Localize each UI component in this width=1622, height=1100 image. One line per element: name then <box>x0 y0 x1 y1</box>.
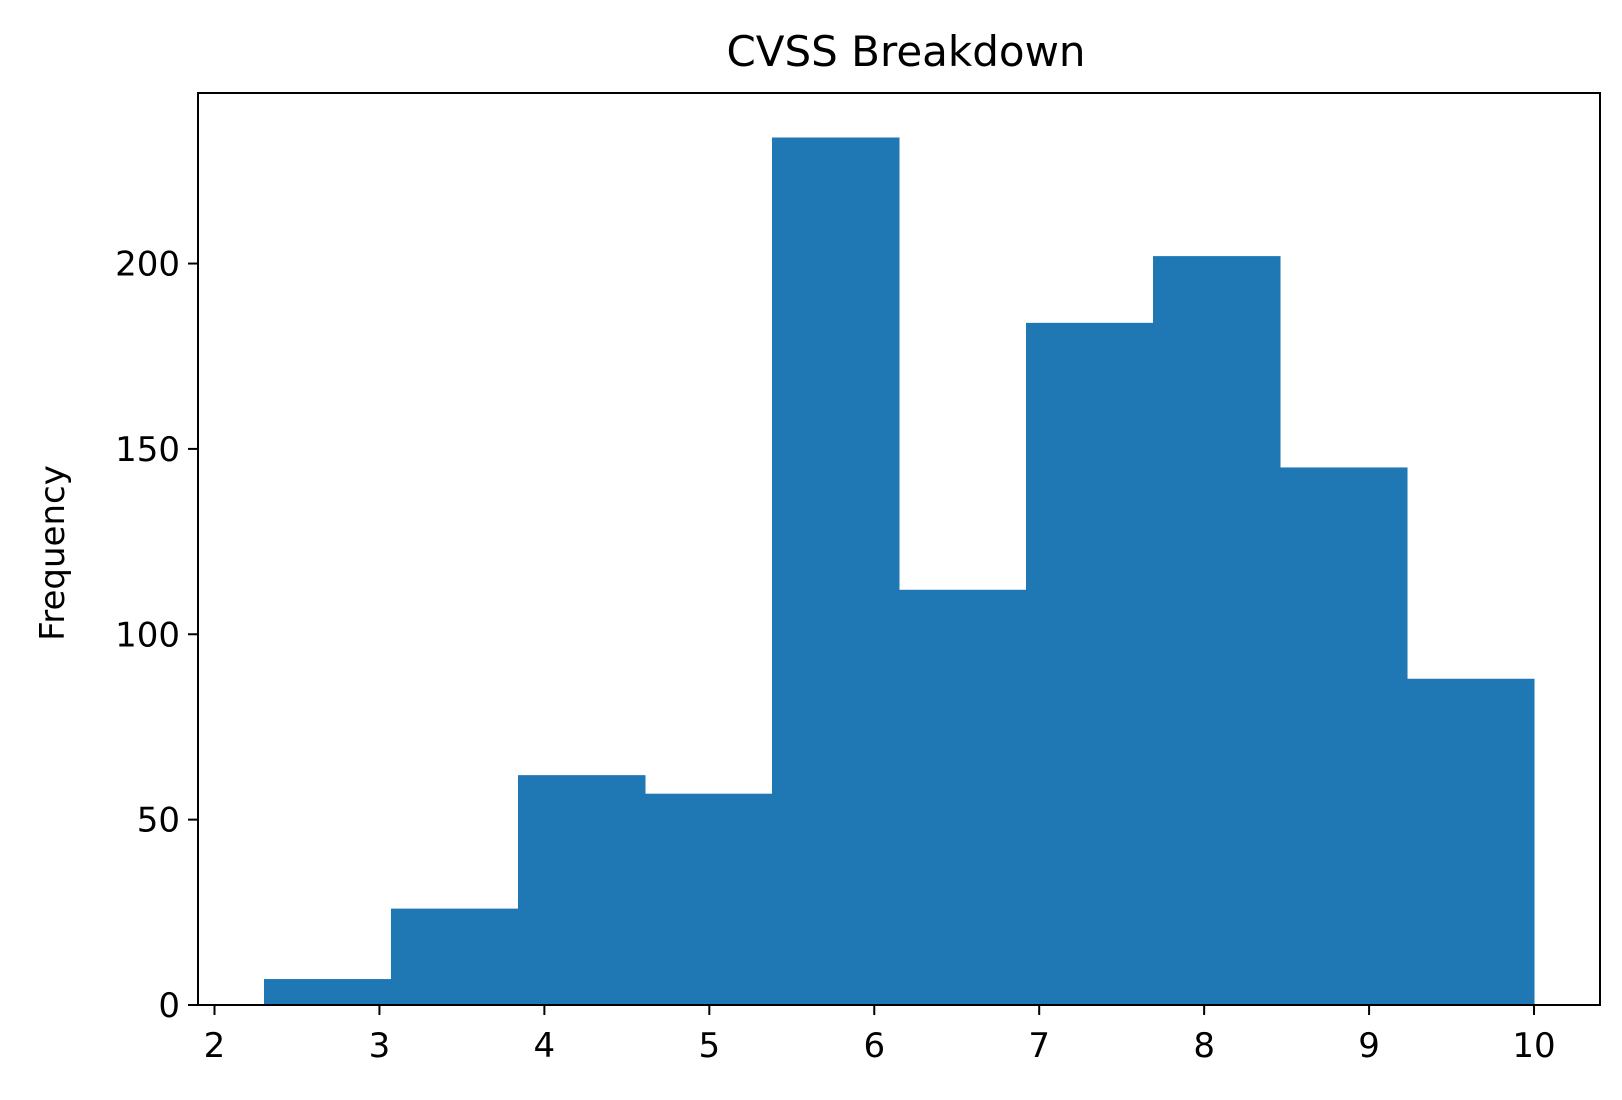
histogram-bar <box>1026 322 1154 1006</box>
histogram-bar <box>644 793 773 1005</box>
x-tick-label: 3 <box>369 1026 391 1066</box>
y-tick-label: 150 <box>115 430 180 470</box>
y-tick-label: 0 <box>158 986 180 1026</box>
plot-frame <box>197 92 1601 1006</box>
histogram-bar <box>899 589 1027 1005</box>
x-tick-label: 7 <box>1028 1026 1050 1066</box>
y-axis: 0 50 100 150 200 <box>115 245 198 1026</box>
histogram-bar <box>1153 256 1281 1005</box>
x-tick-label: 2 <box>204 1026 226 1066</box>
x-tick-label: 8 <box>1193 1026 1215 1066</box>
x-tick-label: 9 <box>1358 1026 1380 1066</box>
x-tick-label: 10 <box>1512 1026 1555 1066</box>
histogram-bar <box>771 137 900 1006</box>
histogram-bar <box>1407 678 1535 1005</box>
chart-title: CVSS Breakdown <box>726 27 1085 76</box>
histogram-bars <box>263 137 1535 1006</box>
histogram-bar <box>1280 467 1408 1005</box>
x-tick-label: 6 <box>863 1026 885 1066</box>
histogram-bar <box>390 908 519 1005</box>
histogram-bar <box>517 775 646 1005</box>
y-tick-label: 50 <box>137 801 180 841</box>
x-tick-label: 4 <box>534 1026 556 1066</box>
y-tick-label: 200 <box>115 245 180 285</box>
x-axis: 2 3 4 5 6 7 8 9 10 <box>204 1005 1556 1066</box>
y-axis-label: Frequency <box>33 465 73 641</box>
x-tick-label: 5 <box>698 1026 720 1066</box>
y-tick-label: 100 <box>115 615 180 655</box>
histogram-bar <box>263 979 392 1005</box>
